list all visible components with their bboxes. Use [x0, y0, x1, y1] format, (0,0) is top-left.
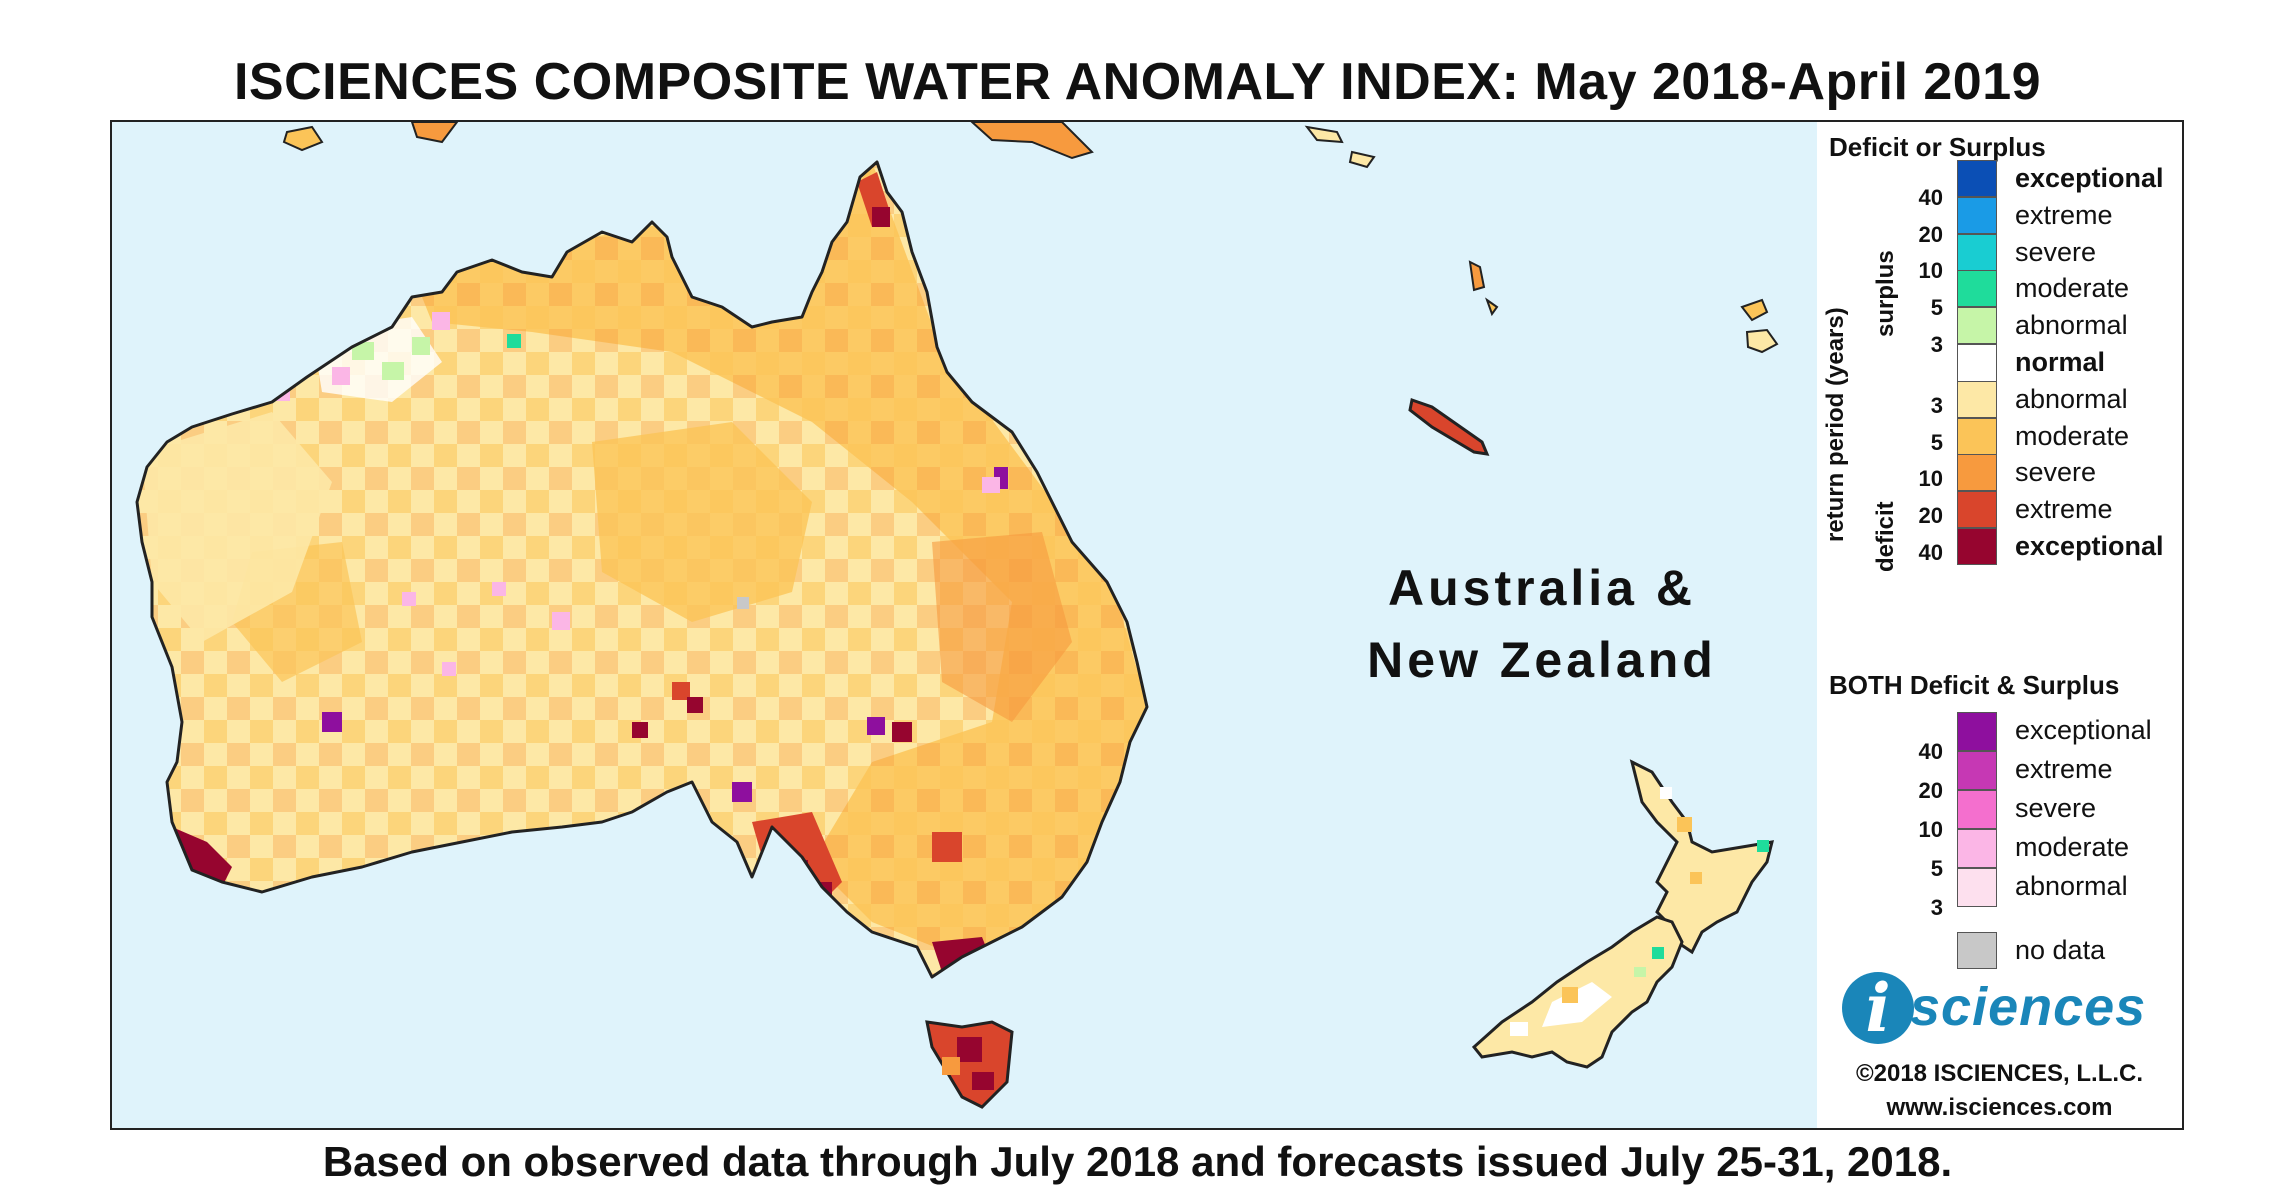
legend-both-tick: 3 — [1930, 895, 1943, 920]
legend: Deficit or Surplus return period (years)… — [1817, 122, 2182, 1128]
legend-swatch-7 — [1957, 417, 1997, 455]
legend-deficit-tick: 5 — [1930, 429, 1943, 455]
legend-surplus-tick: 5 — [1930, 295, 1943, 321]
legend-deficit-tick: 10 — [1918, 466, 1943, 492]
logo-text: sciences — [1910, 977, 2147, 1037]
nz-south-island — [1471, 915, 1684, 1069]
logo-mark: i — [1842, 972, 1914, 1044]
map-area: Australia & New Zealand — [112, 122, 1817, 1128]
legend-both-tick: 5 — [1930, 856, 1943, 881]
legend-both-tick: 20 — [1918, 778, 1943, 803]
legend-both-tick: 10 — [1918, 817, 1943, 842]
legend-surplus-tick: 40 — [1918, 184, 1943, 210]
legend-heading-both: BOTH Deficit & Surplus — [1829, 670, 2120, 700]
legend-both-swatch-0 — [1957, 712, 1997, 751]
isciences-logo: i sciences — [1842, 972, 2172, 1052]
legend-swatch-6 — [1957, 380, 1997, 418]
legend-class-label-0: exceptional — [2015, 163, 2164, 193]
legend-surplus-label: surplus — [1872, 250, 1899, 337]
legend-swatch-3 — [1957, 270, 1997, 308]
map-subtitle: Based on observed data through July 2018… — [322, 1138, 1953, 1185]
legend-swatch-9 — [1957, 491, 1997, 529]
legend-axis-label: return period (years) — [1822, 307, 1849, 542]
legend-class-label-9: extreme — [2015, 494, 2113, 525]
legend-no-data-label: no data — [2015, 935, 2106, 965]
legend-class-label-10: exceptional — [2015, 531, 2164, 561]
legend-both-swatch-2 — [1957, 790, 1997, 829]
australia-mainland — [135, 160, 1149, 979]
region-label-line2: New Zealand — [1367, 632, 1717, 688]
legend-class-label-1: extreme — [2015, 199, 2113, 230]
region-label-line1: Australia & — [1388, 560, 1696, 616]
legend-class-label-5: normal — [2015, 347, 2106, 377]
legend-both-swatch-1 — [1957, 751, 1997, 790]
legend-class-label-4: abnormal — [2015, 310, 2128, 341]
legend-no-data-swatch — [1957, 932, 1997, 969]
legend-swatch-0 — [1957, 160, 1997, 197]
tasmania — [925, 1020, 1014, 1109]
legend-surplus-tick: 20 — [1918, 221, 1943, 247]
legend-both-swatch-4 — [1957, 868, 1997, 907]
legend-deficit-label: deficit — [1872, 501, 1899, 572]
legend-class-label-2: severe — [2015, 236, 2097, 267]
map-frame: Australia & New Zealand Deficit or Surpl… — [110, 120, 2184, 1130]
legend-swatch-10 — [1957, 528, 1997, 565]
northern-islands — [282, 122, 1779, 354]
legend-swatch-8 — [1957, 454, 1997, 492]
legend-surplus-tick: 3 — [1930, 332, 1943, 357]
legend-swatch-1 — [1957, 196, 1997, 234]
legend-surplus-tick: 10 — [1918, 258, 1943, 284]
legend-both-label-4: abnormal — [2015, 871, 2128, 901]
legend-both-label-3: moderate — [2015, 832, 2130, 862]
copyright: ©2018 ISCIENCES, L.L.C. — [1855, 1060, 2144, 1087]
legend-heading-deficit-surplus: Deficit or Surplus — [1829, 132, 2046, 162]
legend-both-swatch-3 — [1957, 829, 1997, 868]
legend-class-label-6: abnormal — [2015, 383, 2128, 414]
legend-class-label-3: moderate — [2015, 273, 2130, 304]
legend-both-label-0: exceptional — [2015, 715, 2152, 745]
legend-deficit-tick: 3 — [1930, 392, 1943, 418]
legend-deficit-tick: 20 — [1918, 503, 1943, 529]
legend-both-tick: 40 — [1918, 739, 1943, 764]
legend-swatch-2 — [1957, 233, 1997, 271]
legend-deficit-tick: 40 — [1918, 540, 1943, 565]
map-svg — [135, 122, 1779, 1109]
legend-class-label-7: moderate — [2015, 420, 2130, 451]
new-caledonia — [1408, 398, 1490, 456]
legend-swatch-4 — [1957, 307, 1997, 345]
legend-both-label-1: extreme — [2015, 754, 2113, 784]
legend-both-label-2: severe — [2015, 793, 2097, 823]
region-label: Australia & New Zealand — [1332, 552, 1752, 696]
website: www.isciences.com — [1886, 1094, 2113, 1121]
legend-class-label-8: severe — [2015, 457, 2097, 488]
map-title: ISCIENCES COMPOSITE WATER ANOMALY INDEX:… — [233, 53, 2042, 111]
nz-north-island — [1629, 759, 1775, 955]
